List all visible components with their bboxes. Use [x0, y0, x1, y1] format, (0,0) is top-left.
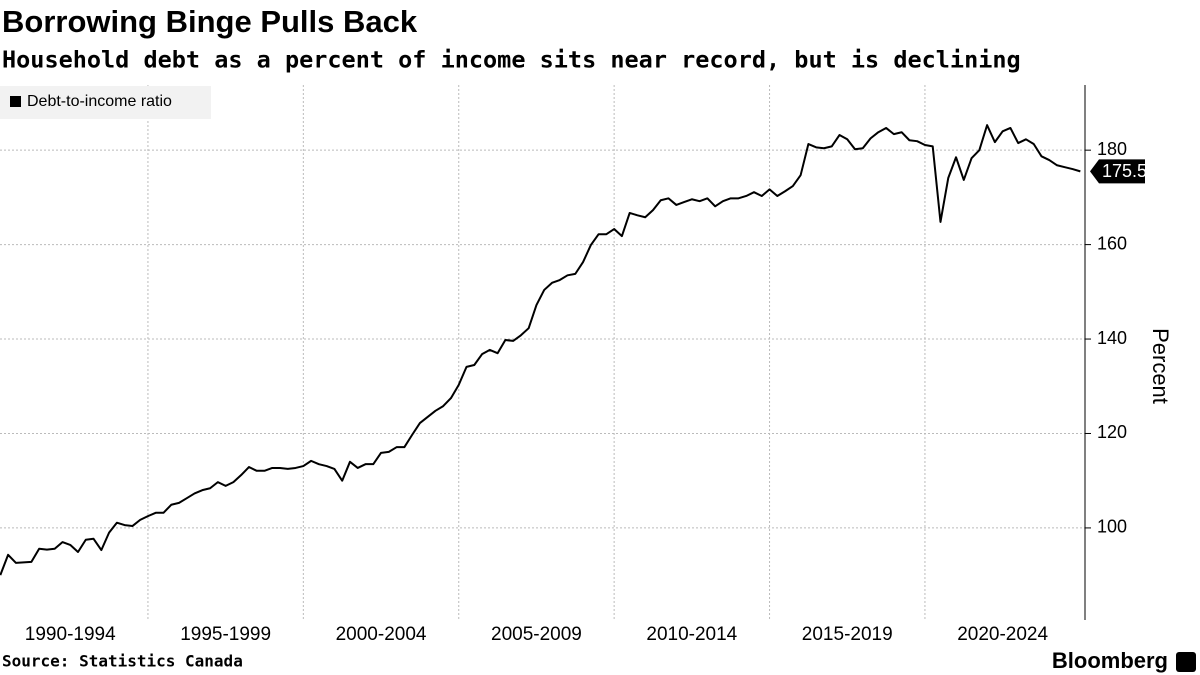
y-tick-label: 140: [1097, 328, 1127, 348]
legend-swatch: [10, 96, 21, 107]
chart-title: Borrowing Binge Pulls Back: [2, 4, 418, 39]
legend-label: Debt-to-income ratio: [27, 93, 172, 110]
brand-icon: [1176, 652, 1196, 672]
legend-box: [0, 86, 211, 119]
y-tick-label: 180: [1097, 139, 1127, 159]
last-value-tag: [1090, 159, 1145, 184]
x-tick-label: 1990-1994: [25, 624, 116, 645]
source: Source: Statistics Canada: [2, 652, 243, 671]
y-axis-label: Percent: [1148, 328, 1173, 404]
x-tick-label: 1995-1999: [180, 624, 271, 645]
brand: Bloomberg: [1052, 648, 1168, 673]
last-value-label: 175.51: [1102, 161, 1157, 181]
x-tick-label: 2020-2024: [957, 624, 1048, 645]
y-tick-label: 120: [1097, 422, 1127, 442]
x-tick-label: 2000-2004: [336, 624, 427, 645]
x-tick-label: 2005-2009: [491, 624, 582, 645]
y-tick-label: 160: [1097, 233, 1127, 253]
x-tick-label: 2015-2019: [802, 624, 893, 645]
data-line: [0, 124, 1081, 576]
x-tick-label: 2010-2014: [646, 624, 737, 645]
y-tick-label: 100: [1097, 517, 1127, 537]
chart-subtitle: Household debt as a percent of income si…: [2, 46, 1021, 74]
